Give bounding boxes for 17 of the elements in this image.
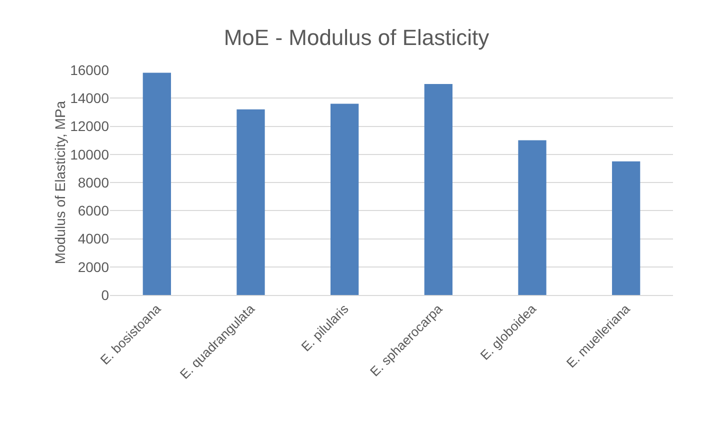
bar: [236, 109, 265, 295]
y-tick-label: 2000: [78, 258, 110, 275]
bar: [142, 72, 171, 295]
y-tick-label: 16000: [70, 62, 110, 78]
bar: [518, 140, 546, 295]
y-tick-label: 12000: [70, 118, 110, 134]
y-axis-title: Modulus of Elasticity, MPa: [52, 100, 68, 264]
y-tick-label: 10000: [70, 146, 110, 162]
y-tick-label: 6000: [78, 202, 110, 219]
y-tick-label: 14000: [70, 90, 110, 106]
bar: [424, 84, 452, 295]
y-tick-label: 4000: [78, 230, 110, 247]
y-tick-label: 8000: [78, 174, 110, 190]
bar: [612, 161, 640, 295]
bar: [330, 104, 359, 295]
y-tick-label: 0: [101, 286, 110, 303]
chart-title: MoE - Modulus of Elasticity: [224, 25, 490, 50]
